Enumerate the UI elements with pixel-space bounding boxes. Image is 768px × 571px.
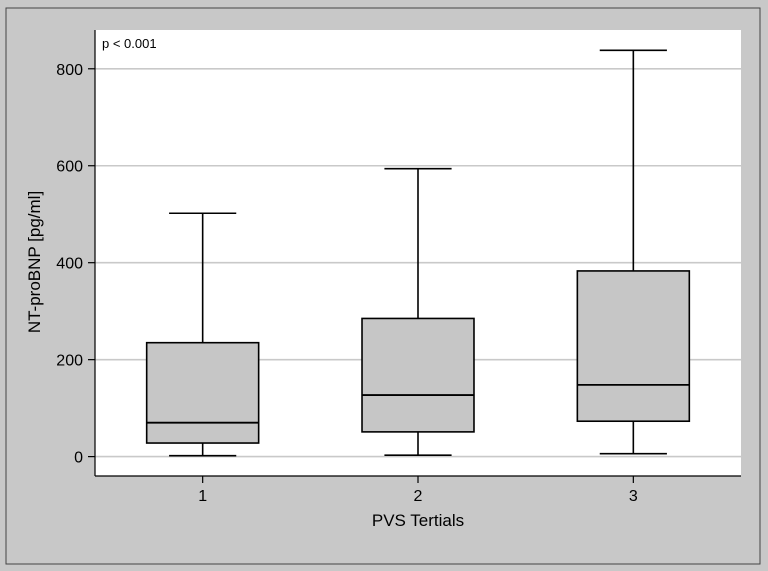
y-tick-label: 400 xyxy=(56,256,83,273)
y-axis-label: NT-proBNP [pg/ml] xyxy=(25,191,44,333)
box-series xyxy=(145,49,691,457)
iqr-box xyxy=(576,270,691,423)
box-plot-3 xyxy=(576,49,691,455)
x-tick-label: 2 xyxy=(414,488,423,505)
iqr-box xyxy=(361,317,475,433)
outer-frame xyxy=(5,7,761,565)
iqr-box xyxy=(145,341,260,444)
y-tick-label: 200 xyxy=(56,353,83,370)
x-axis-ticks: 1 2 3 xyxy=(198,476,638,505)
y-axis-ticks: 0 200 400 600 800 xyxy=(56,62,95,467)
x-axis-label: PVS Tertials xyxy=(372,511,464,530)
p-value-annotation: p < 0.001 xyxy=(102,36,157,51)
x-tick-label: 1 xyxy=(198,488,207,505)
box-plot-1 xyxy=(145,212,260,457)
y-tick-label: 0 xyxy=(74,450,83,467)
y-tick-label: 600 xyxy=(56,159,83,176)
y-tick-label: 800 xyxy=(56,62,83,79)
x-tick-label: 3 xyxy=(629,488,638,505)
box-plot-2 xyxy=(361,167,475,456)
